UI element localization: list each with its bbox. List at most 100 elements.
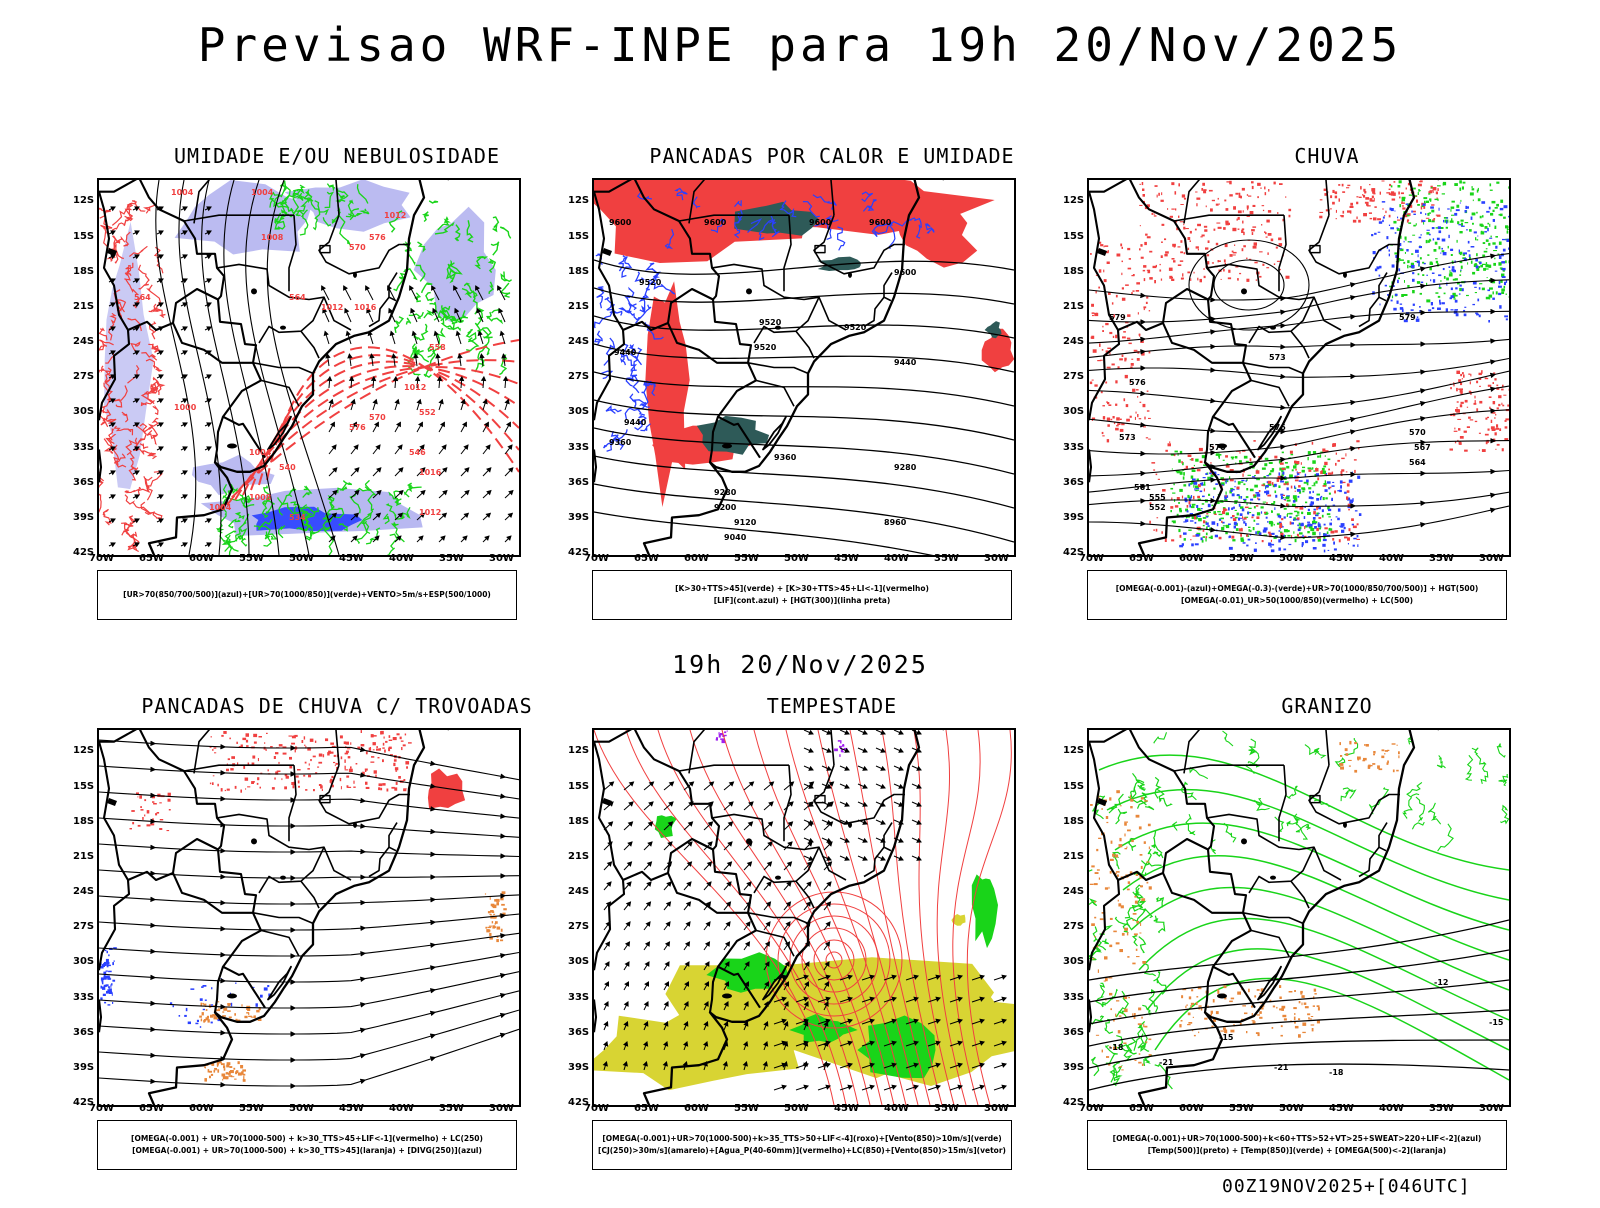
speckle [217,784,219,787]
speckle [1143,265,1146,268]
arrowhead [360,977,365,981]
speckle [408,742,412,743]
arrowhead [291,850,296,854]
speckle [1277,479,1280,482]
speckle [1473,200,1474,202]
speckle [1379,221,1382,224]
speckle [308,775,311,778]
speckle [1493,401,1496,404]
speckle [1228,524,1231,526]
lon-label: 50W [289,1103,314,1114]
arrowhead [430,852,435,856]
vector-head [606,942,610,946]
speckle [1257,497,1258,499]
speckle [1474,287,1477,288]
vector-head [870,1085,874,1089]
lon-label: 30W [1479,553,1504,564]
contour [1500,806,1508,823]
speckle [284,786,287,789]
speckle [1175,191,1177,194]
speckle [1365,197,1369,200]
speckle [1148,439,1151,440]
contour [492,309,500,313]
speckle [403,779,405,781]
speckle [1325,455,1326,456]
speckle [1437,308,1441,311]
arrowhead [291,1032,296,1036]
speckle [1359,513,1362,516]
arrowhead [150,845,155,849]
speckle [1173,484,1174,486]
arrowhead [150,741,155,745]
speckle [1314,989,1316,992]
speckle [1211,505,1213,507]
arrowhead [291,746,296,750]
speckle [1325,480,1326,483]
contour-label: 9280 [894,463,917,472]
speckle [1308,469,1311,472]
arrowhead [1351,504,1356,508]
streamline [1089,386,1509,432]
vector-head [845,857,849,861]
speckle [1336,210,1337,213]
arrowhead [360,1003,365,1007]
panel-title: PANCADAS POR CALOR E UMIDADE [592,144,1072,168]
speckle [1450,387,1452,389]
speckle [1196,203,1197,206]
speckle [1136,956,1140,957]
speckle [1312,485,1316,486]
speckle [1487,277,1488,278]
speckle [1225,244,1228,247]
speckle [223,1065,225,1068]
speckle [1482,264,1486,265]
speckle [1200,461,1203,463]
speckle [1335,530,1338,533]
speckle [1139,334,1140,337]
speckle [1392,199,1396,201]
speckle [1282,468,1286,470]
arrowhead [500,1013,505,1017]
speckle [1253,440,1255,442]
contour-label: 1012 [404,383,426,392]
speckle [318,762,322,764]
speckle [1200,279,1203,282]
lon-label: 50W [784,1103,809,1114]
speckle [1402,205,1404,206]
rain-green-area [1389,180,1509,302]
contour-label: -15 [1219,1033,1234,1042]
speckle [228,758,230,760]
speckle [228,1073,231,1075]
speckle [1432,273,1435,275]
speckle [1283,495,1285,496]
vector-head [135,495,139,498]
speckle [147,824,151,826]
speckle [1341,523,1345,527]
speckle [496,899,500,902]
speckle [1357,535,1359,537]
speckle [1347,483,1350,486]
reservoir [775,876,781,880]
speckle [1193,536,1196,537]
speckle [1420,257,1422,259]
speckle [1149,251,1152,253]
contour-label: 8960 [884,518,907,527]
speckle [1347,185,1350,186]
speckle [1218,198,1219,200]
speckle [1349,528,1351,531]
speckle [1506,318,1508,320]
contour [1223,731,1234,746]
vector-head [348,354,352,358]
speckle [1499,242,1502,245]
lat-label: 12S [1063,195,1084,206]
legend-line: [OMEGA(-0.01)_UR>50(1000/850)(vermelho) … [1088,595,1506,607]
speckle [1484,251,1488,253]
contour [1186,814,1195,835]
vector-head [207,519,211,522]
speckle [1421,282,1423,284]
speckle [144,799,146,801]
speckle [1105,382,1107,384]
speckle [245,778,249,781]
arrowhead [361,875,366,879]
speckle [1411,211,1413,213]
speckle [1197,278,1198,281]
